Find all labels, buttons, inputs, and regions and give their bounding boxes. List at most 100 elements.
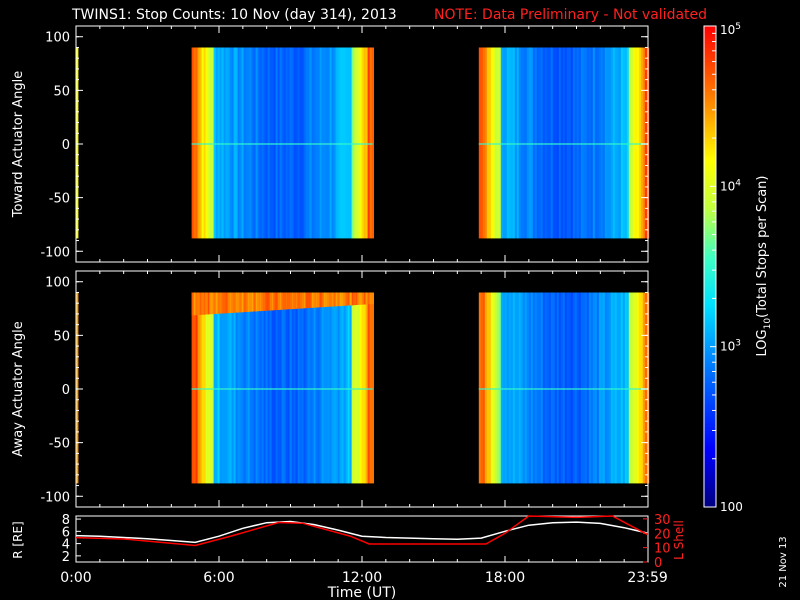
heatmap-column [498, 47, 502, 239]
heatmap-column [538, 47, 542, 239]
orbit-left-tick-label: 6 [62, 525, 70, 540]
heatmap-column [482, 47, 486, 239]
heatmap-column [556, 47, 560, 239]
heatmap-column [365, 292, 368, 484]
heatmap-band [207, 292, 210, 315]
heatmap-column [592, 292, 596, 484]
heatmap-band [275, 292, 278, 311]
heatmap-column [512, 292, 516, 484]
heatmap-column [331, 47, 334, 239]
heatmap-band [247, 292, 250, 312]
heatmap-column [285, 292, 288, 484]
heatmap-band [243, 292, 246, 313]
heatmap-column [263, 47, 266, 239]
heatmap-column [500, 47, 504, 239]
heatmap-band [297, 292, 300, 309]
heatmap-column [351, 47, 354, 239]
heatmap-column [303, 292, 306, 484]
y-tick-label: 50 [53, 84, 70, 99]
heatmap-band [201, 292, 204, 315]
heatmap-column [277, 292, 280, 484]
heatmap-band [215, 292, 218, 314]
colorbar: 105 104 103 100 LOG10(Total Stops per Scan) [703, 22, 773, 514]
heatmap-column [596, 292, 600, 484]
heatmap-column [520, 47, 524, 239]
heatmap-column [263, 292, 266, 484]
heatmap-band [317, 292, 320, 308]
heatmap-column [343, 292, 346, 484]
heatmap-column [606, 292, 610, 484]
heatmap-column [273, 47, 276, 239]
heatmap-column [544, 292, 548, 484]
heatmap-column [305, 47, 308, 239]
heatmap-band [195, 292, 198, 316]
heatmap-column [528, 292, 532, 484]
heatmap-column [590, 292, 594, 484]
heatmap-band [361, 292, 364, 305]
heatmap-column [536, 292, 540, 484]
colorbar-gradient [703, 25, 717, 508]
heatmap-band [323, 292, 326, 308]
heatmap-column [522, 292, 526, 484]
heatmap-column [582, 47, 586, 239]
heatmap-column [301, 292, 304, 484]
heatmap-band [351, 292, 354, 306]
heatmap-column [502, 47, 506, 239]
heatmap-column [524, 292, 528, 484]
heatmap-column [245, 292, 248, 484]
heatmap-column [556, 292, 560, 484]
heatmap-column [622, 292, 626, 484]
heatmap-column [241, 47, 244, 239]
heatmap-column [281, 292, 284, 484]
heatmap-column [335, 292, 338, 484]
heatmap-column [540, 292, 544, 484]
heatmap-band [263, 292, 266, 311]
heatmap-column [347, 47, 350, 239]
heatmap-band [261, 292, 264, 311]
heatmap-column [604, 292, 608, 484]
heatmap-column [504, 47, 508, 239]
y-tick-label: 0 [62, 138, 70, 153]
orbit-ylabel-right: L Shell [672, 520, 686, 560]
heatmap-column [602, 292, 606, 484]
heatmap-column [219, 292, 222, 484]
heatmap-column [536, 47, 540, 239]
heatmap-band [255, 292, 258, 312]
heatmap-column [496, 47, 500, 239]
heatmap-band [365, 292, 368, 305]
heatmap-band [319, 292, 322, 308]
heatmap-band [197, 292, 200, 315]
heatmap-column [566, 47, 570, 239]
heatmap-band [333, 292, 336, 307]
heatmap-column [600, 292, 604, 484]
heatmap-column [518, 292, 522, 484]
heatmap-column [534, 47, 538, 239]
heatmap-column [608, 292, 612, 484]
heatmap-column [584, 47, 588, 239]
heatmap-column [554, 292, 558, 484]
x-tick-label: 0:00 [60, 570, 91, 586]
heatmap-column [353, 47, 356, 239]
heatmap-column [576, 47, 580, 239]
heatmap-column [325, 47, 328, 239]
heatmap-column [614, 292, 618, 484]
heatmap-band [289, 292, 292, 310]
heatmap-column [317, 47, 320, 239]
heatmap-column [634, 292, 638, 484]
heatmap-column [570, 292, 574, 484]
colorbar-label: LOG10(Total Stops per Scan) [755, 176, 773, 357]
heatmap-band [287, 292, 290, 310]
heatmap-column [241, 292, 244, 484]
heatmap-band [341, 292, 344, 306]
heatmap-band [291, 292, 294, 310]
heatmap-column [309, 47, 312, 239]
heatmap-column [580, 292, 584, 484]
heatmap-column [227, 47, 230, 239]
heatmap-column [628, 47, 632, 239]
heatmap-column [291, 292, 294, 484]
heatmap-column [596, 47, 600, 239]
